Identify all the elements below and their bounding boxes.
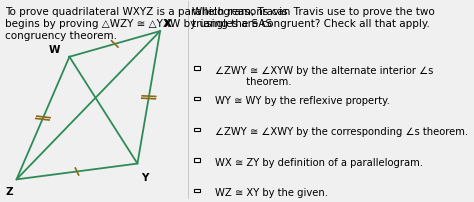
Text: ∠ZWY ≅ ∠XWY by the corresponding ∠s theorem.: ∠ZWY ≅ ∠XWY by the corresponding ∠s theo… [215, 127, 468, 137]
FancyBboxPatch shape [194, 189, 201, 192]
Text: X: X [164, 19, 172, 29]
Text: Which reasons can Travis use to prove the two
triangles are congruent? Check all: Which reasons can Travis use to prove th… [192, 7, 435, 29]
Text: WZ ≅ XY by the given.: WZ ≅ XY by the given. [215, 188, 328, 198]
FancyBboxPatch shape [194, 66, 201, 70]
Text: Z: Z [5, 187, 13, 197]
FancyBboxPatch shape [194, 128, 201, 131]
Text: W: W [48, 45, 60, 55]
Text: Y: Y [141, 174, 148, 183]
Text: ∠ZWY ≅ ∠XYW by the alternate interior ∠s
          theorem.: ∠ZWY ≅ ∠XYW by the alternate interior ∠s… [215, 66, 433, 87]
Text: To prove quadrilateral WXYZ is a parallelogram, Travis
begins by proving △WZY ≅ : To prove quadrilateral WXYZ is a paralle… [5, 7, 288, 41]
FancyBboxPatch shape [194, 158, 201, 162]
Text: WX ≅ ZY by definition of a parallelogram.: WX ≅ ZY by definition of a parallelogram… [215, 158, 423, 168]
FancyBboxPatch shape [194, 97, 201, 100]
Text: WY ≅ WY by the reflexive property.: WY ≅ WY by the reflexive property. [215, 96, 390, 106]
